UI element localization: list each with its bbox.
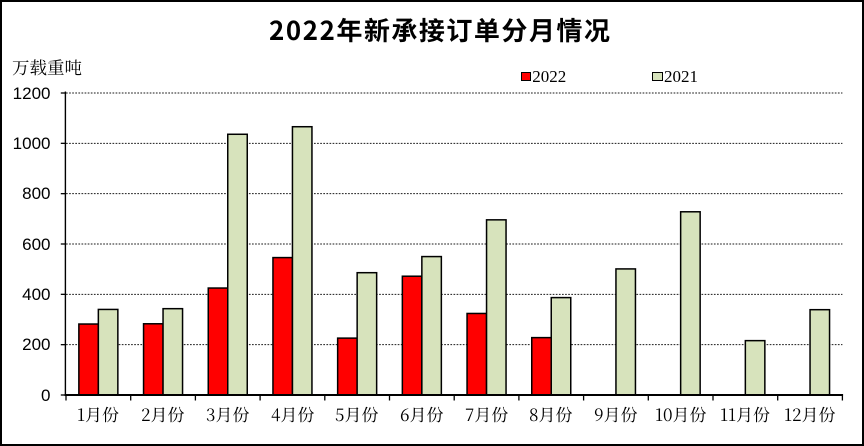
bar-2022-7月份 bbox=[466, 312, 488, 396]
x-axis-label-glyphs-path bbox=[142, 406, 185, 423]
bar-2022-1月份 bbox=[78, 323, 100, 396]
bar-2021-9月份 bbox=[615, 268, 637, 396]
legend-label-2021: 2021 bbox=[664, 67, 698, 86]
chart-title-glyphs-path bbox=[269, 18, 610, 43]
x-axis-label-glyphs-path bbox=[78, 406, 119, 423]
x-axis-label-glyphs bbox=[78, 406, 119, 423]
x-axis-label-glyphs-path bbox=[400, 406, 443, 423]
x-axis-label-glyphs bbox=[785, 406, 835, 423]
x-axis-label-glyphs-path bbox=[785, 406, 835, 423]
bar-2021-7月份 bbox=[485, 219, 507, 396]
x-axis-label-glyphs bbox=[142, 406, 185, 423]
bar-2021-1月份 bbox=[97, 308, 119, 396]
x-axis-label-glyphs bbox=[271, 406, 314, 423]
bar-2022-3月份 bbox=[207, 287, 229, 396]
bar-2021-2月份 bbox=[162, 307, 184, 396]
x-axis-label-glyphs-path bbox=[594, 406, 638, 423]
legend-swatch-2022 bbox=[520, 72, 531, 82]
y-axis-tick-label: 400 bbox=[22, 285, 51, 305]
x-axis-label-glyphs-path bbox=[465, 406, 508, 423]
y-axis-tick-label: 600 bbox=[22, 234, 51, 254]
bar-2022-8月份 bbox=[531, 336, 552, 396]
x-axis-label-glyphs bbox=[530, 406, 573, 423]
bar-2021-6月份 bbox=[421, 255, 443, 396]
x-axis-label-glyphs bbox=[206, 406, 249, 423]
bar-2022-2月份 bbox=[142, 323, 164, 396]
x-axis-label-glyphs bbox=[335, 406, 379, 423]
bar-2022-6月份 bbox=[401, 275, 423, 396]
y-axis-tick-label: 800 bbox=[22, 184, 51, 204]
bar-2021-10月份 bbox=[679, 211, 701, 396]
bar-2021-12月份 bbox=[809, 308, 831, 396]
x-axis-label-glyphs bbox=[594, 406, 638, 423]
x-axis-label-glyphs-path bbox=[655, 406, 706, 423]
bar-2022-5月份 bbox=[336, 337, 358, 396]
y-axis-tick-label: 1200 bbox=[12, 83, 51, 103]
x-axis-label-glyphs-path bbox=[335, 406, 379, 423]
y-axis-tick-label: 0 bbox=[41, 385, 51, 405]
x-axis-label-glyphs bbox=[655, 406, 706, 423]
legend-swatch-2021 bbox=[652, 72, 663, 82]
bar-2021-11月份 bbox=[744, 339, 766, 396]
bar-2021-4月份 bbox=[291, 125, 313, 396]
x-axis-label-glyphs-path bbox=[271, 406, 314, 423]
bar-2021-5月份 bbox=[356, 271, 378, 396]
x-axis-label-glyphs-path bbox=[721, 406, 770, 423]
bar-2021-8月份 bbox=[550, 296, 572, 396]
bar-2022-4月份 bbox=[272, 256, 294, 396]
x-axis-label-glyphs bbox=[400, 406, 443, 423]
x-axis-label-glyphs-path bbox=[206, 406, 249, 423]
x-axis-label-glyphs bbox=[465, 406, 508, 423]
y-axis-tick-label: 1000 bbox=[12, 134, 51, 154]
x-axis-label-glyphs bbox=[721, 406, 770, 423]
bar-2021-3月份 bbox=[227, 133, 248, 396]
y-axis-tick-label: 200 bbox=[22, 335, 51, 355]
chart-title-glyphs bbox=[269, 18, 610, 43]
x-axis-label-glyphs-path bbox=[530, 406, 573, 423]
legend-label-2022: 2022 bbox=[532, 67, 567, 86]
